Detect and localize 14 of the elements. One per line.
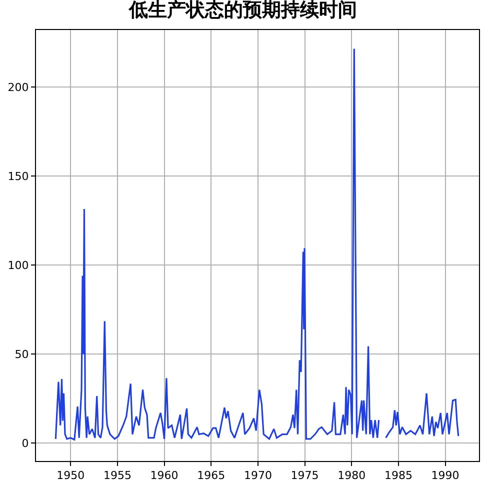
y-tick-label: 100 [8, 258, 29, 272]
y-tick-label: 50 [14, 348, 29, 361]
x-tick-label: 1970 [244, 469, 272, 482]
x-tick-label: 1955 [103, 469, 132, 482]
y-tick-label: 150 [8, 170, 29, 183]
x-tick-label: 1975 [290, 469, 319, 482]
x-tick-label: 1985 [384, 469, 412, 482]
x-tick-label: 1990 [431, 469, 460, 482]
y-tick-label: 0 [22, 437, 29, 450]
y-tick-label: 200 [8, 80, 29, 94]
x-tick-label: 1965 [197, 469, 226, 482]
x-tick-label: 1950 [56, 469, 85, 482]
x-tick-label: 1960 [150, 469, 178, 482]
x-tick-label: 1980 [338, 469, 366, 482]
